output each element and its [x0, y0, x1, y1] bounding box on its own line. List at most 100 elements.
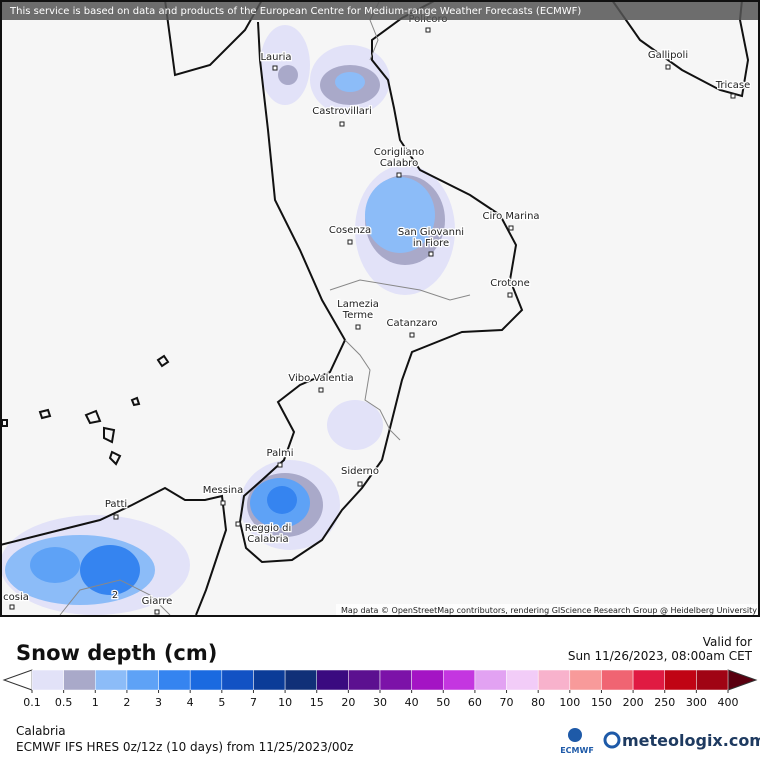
colorbar-segment: [506, 669, 539, 691]
colorbar-tick-label: 30: [373, 696, 387, 709]
city-dot: [318, 387, 324, 393]
city-label: cosia: [3, 592, 29, 603]
colorbar-tick-label: 10: [278, 696, 292, 709]
legend-title: Snow depth (cm): [16, 641, 217, 665]
colorbar-over: [727, 669, 758, 691]
colorbar-tick-label: 3: [155, 696, 162, 709]
colorbar-tick-label: 50: [436, 696, 450, 709]
colorbar-tick-label: 40: [405, 696, 419, 709]
borders: [59, 0, 471, 616]
city-dot: [507, 292, 513, 298]
colorbar-tick-label: 7: [250, 696, 257, 709]
colorbar-segment: [379, 669, 412, 691]
colorbar-segment: [601, 669, 634, 691]
city-label: Messina: [203, 485, 243, 496]
brand-logo: [603, 731, 621, 749]
city-label: Gallipoli: [648, 50, 688, 61]
colorbar-segment: [664, 669, 697, 691]
colorbar-segment: [126, 669, 159, 691]
banner: This service is based on data and produc…: [9, 6, 581, 17]
colorbar-segment: [221, 669, 254, 691]
region: Calabria: [16, 724, 66, 738]
colorbar-tick-label: 20: [341, 696, 355, 709]
city-label: Siderno: [341, 466, 379, 477]
valid-time: Sun 11/26/2023, 08:00am CET: [568, 649, 753, 663]
colorbar-segment: [95, 669, 128, 691]
colorbar-tick-label: 250: [654, 696, 675, 709]
colorbar-tick-label: 0.1: [23, 696, 41, 709]
city-dot: [154, 609, 160, 615]
snow-areas: [0, 25, 455, 615]
colorbar-segment: [31, 669, 64, 691]
city-dot: [730, 93, 736, 99]
colorbar-tick-label: 100: [559, 696, 580, 709]
city-label: Ciro Marina: [482, 211, 539, 222]
colorbar-segment: [474, 669, 507, 691]
colorbar-tick-label: 200: [623, 696, 644, 709]
valid-label: Valid for: [703, 635, 752, 649]
city-dot: [277, 462, 283, 468]
city-label: Corigliano: [374, 147, 424, 158]
colorbar-segment: [411, 669, 444, 691]
colorbar-segment: [189, 669, 223, 691]
city-label: Patti: [105, 499, 127, 510]
city-dot: [396, 172, 402, 178]
colorbar-segment: [63, 669, 96, 691]
colorbar-tick-label: 5: [218, 696, 225, 709]
colorbar-tick-label: 80: [531, 696, 545, 709]
colorbar-tick-label: 300: [686, 696, 707, 709]
city-label: in Fiore: [413, 238, 449, 249]
colorbar-segment: [537, 669, 571, 691]
colorbar: 0.1 0.5 1 2 3 4 5 7 10 15 20 30 40 50 60 70 80 100 150 200 2…: [2, 669, 758, 709]
colorbar-tick-label: 15: [310, 696, 324, 709]
city-dot: [272, 65, 278, 71]
city-dot: [508, 225, 514, 231]
colorbar-tick-label: 400: [718, 696, 739, 709]
colorbar-segment: [158, 669, 191, 691]
city-dot: [409, 332, 415, 338]
brand: meteologix.com: [622, 731, 760, 750]
colorbar-segment: [569, 669, 602, 691]
map-frame: [0, 0, 760, 617]
attribution-bg: [336, 604, 760, 616]
city-label: Cosenza: [329, 225, 371, 236]
ecmwf-logo: [568, 728, 582, 742]
city-label: Giarre: [142, 596, 173, 607]
colorbar-segment: [632, 669, 665, 691]
city-label: Lauria: [260, 52, 291, 63]
colorbar-tick-label: 150: [591, 696, 612, 709]
colorbar-tick-label: 4: [187, 696, 194, 709]
colorbar-segment: [348, 669, 381, 691]
colorbar-segment: [696, 669, 729, 691]
city-dot: [339, 121, 345, 127]
colorbar-tick-label: 1: [92, 696, 99, 709]
city-label: Terme: [342, 310, 373, 321]
colorbar-segment: [284, 669, 317, 691]
colorbar-tick-label: 60: [468, 696, 482, 709]
city-dot: [220, 500, 226, 506]
city-label: Palmi: [266, 448, 293, 459]
city-label: Crotone: [490, 278, 530, 289]
model-info: ECMWF IFS HRES 0z/12z (10 days) from 11/…: [16, 740, 353, 754]
city-labels: PolicoroLauriaGallipoliTricaseCastrovill…: [2, 13, 752, 615]
city-label: Catanzaro: [387, 318, 438, 329]
colorbar-under: [2, 669, 33, 691]
banner-bg: [0, 0, 760, 20]
colorbar-tick-label: 70: [500, 696, 514, 709]
colorbar-tick-label: 2: [123, 696, 130, 709]
city-dot: [113, 514, 119, 520]
city-dot: [355, 324, 361, 330]
city-dot: [665, 64, 671, 70]
city-dot: [428, 251, 434, 257]
city-label: Calabro: [380, 158, 418, 169]
city-label: Castrovillari: [312, 106, 372, 117]
city-label: 2: [112, 590, 118, 601]
colorbar-tick-label: 0.5: [55, 696, 73, 709]
city-label: Tricase: [715, 80, 751, 91]
city-label: Reggio di: [245, 523, 292, 534]
city-dot: [425, 27, 431, 33]
ecmwf-text: ECMWF: [560, 746, 594, 755]
colorbar-segment: [253, 669, 286, 691]
city-label: San Giovanni: [398, 227, 464, 238]
